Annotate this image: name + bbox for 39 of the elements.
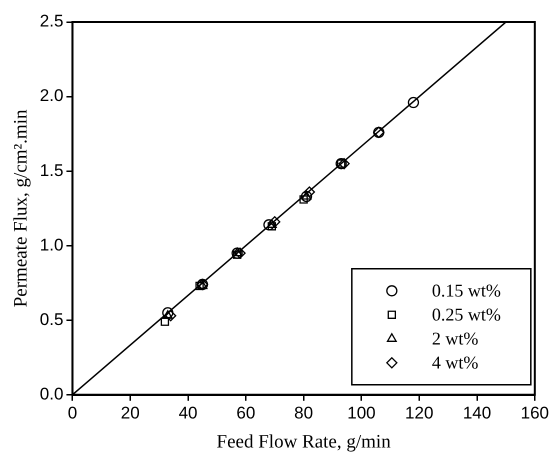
point	[338, 158, 350, 170]
x-tick-label: 0	[68, 404, 78, 423]
point	[195, 282, 204, 290]
legend-label: 0.15 wt%	[432, 280, 501, 301]
y-tick-label: 2.0	[40, 86, 64, 106]
point	[299, 195, 308, 204]
y-axis-title: Permeate Flux, g/cm².min	[10, 109, 32, 308]
point	[162, 307, 174, 318]
point	[234, 247, 246, 259]
point	[304, 186, 316, 198]
x-tick-label: 160	[520, 404, 550, 423]
legend-label: 0.25 wt%	[432, 304, 501, 325]
x-tick-label: 100	[347, 404, 376, 423]
point	[232, 247, 242, 256]
x-tick-label: 60	[236, 404, 256, 423]
x-tick-label: 80	[294, 404, 314, 423]
legend-label: 4 wt%	[432, 352, 478, 373]
y-tick-label: 0.0	[40, 384, 64, 404]
point	[408, 96, 420, 108]
y-tick-label: 1.5	[40, 160, 64, 180]
x-tick-label: 120	[405, 404, 434, 423]
x-tick-label: 40	[178, 404, 198, 423]
y-tick-label: 2.5	[40, 12, 64, 31]
point	[266, 219, 277, 228]
y-tick-label: 0.5	[40, 310, 64, 329]
point	[302, 190, 312, 200]
point	[232, 247, 243, 259]
x-axis-title: Feed Flow Rate, g/min	[216, 432, 392, 453]
y-tick-label: 1.0	[40, 235, 64, 254]
point	[160, 318, 170, 326]
point	[300, 190, 312, 202]
x-tick-label: 20	[120, 404, 140, 423]
x-tick-label: 140	[462, 404, 492, 423]
point	[165, 310, 176, 322]
legend-label: 2 wt%	[432, 328, 478, 349]
point	[268, 222, 276, 230]
point	[263, 219, 275, 230]
point	[269, 216, 280, 228]
point	[162, 310, 173, 319]
